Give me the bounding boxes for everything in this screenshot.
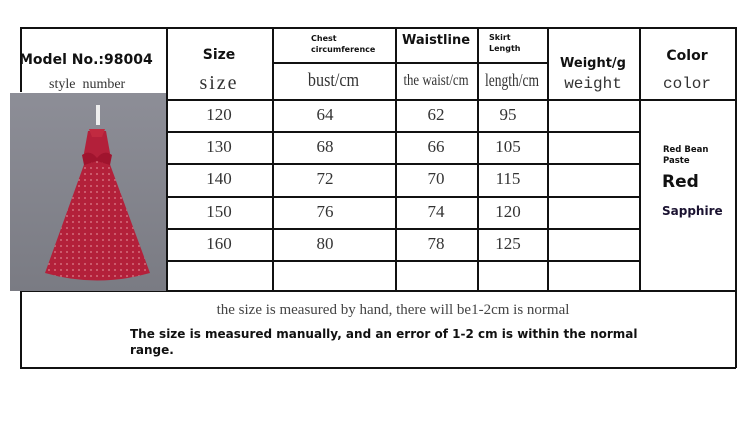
mannequin-icon xyxy=(96,105,100,125)
cell-chest: 76 xyxy=(316,202,334,221)
size-header: Size xyxy=(202,47,236,63)
cell-chest: 80 xyxy=(316,234,334,253)
table-border xyxy=(20,27,736,29)
row-divider xyxy=(166,99,736,101)
cell-skirt: 120 xyxy=(495,202,521,221)
note-line-2: The size is measured manually, and an er… xyxy=(130,327,638,357)
table-border xyxy=(20,290,22,368)
cell-waist: 78 xyxy=(427,234,445,253)
size-sub: size xyxy=(199,72,239,94)
weight-sub: weight xyxy=(564,75,622,93)
col-divider xyxy=(272,27,274,290)
row-divider xyxy=(166,131,639,133)
cell-waist: 66 xyxy=(427,137,445,156)
waist-header: Waistline xyxy=(401,33,471,48)
waist-sub: the waist/cm xyxy=(403,72,469,89)
row-divider xyxy=(166,163,639,165)
color-option: Red Bean Paste xyxy=(663,145,709,166)
col-divider xyxy=(166,27,168,290)
row-divider xyxy=(166,228,639,230)
cell-size: 150 xyxy=(206,202,232,221)
row-divider xyxy=(166,260,639,262)
cell-waist: 70 xyxy=(427,169,445,188)
cell-waist: 62 xyxy=(427,105,445,124)
col-divider xyxy=(395,27,397,290)
col-divider xyxy=(639,27,641,290)
dress-photo xyxy=(10,93,166,291)
row-divider xyxy=(166,196,639,198)
table-border xyxy=(20,367,736,369)
cell-size: 130 xyxy=(206,137,232,156)
table-border xyxy=(735,27,737,368)
style-number-label: style number xyxy=(49,77,126,92)
cell-skirt: 125 xyxy=(495,234,521,253)
row-divider xyxy=(20,290,736,292)
color-option: Sapphire xyxy=(662,204,723,218)
cell-waist: 74 xyxy=(427,202,445,221)
col-divider xyxy=(547,27,549,290)
chest-sub: bust/cm xyxy=(307,70,360,91)
cell-size: 140 xyxy=(206,169,232,188)
cell-chest: 64 xyxy=(316,105,334,124)
cell-skirt: 115 xyxy=(495,169,521,188)
row-divider xyxy=(272,62,547,64)
color-header: Color xyxy=(666,48,708,64)
color-sub: color xyxy=(662,75,711,93)
skirt-sub: length/cm xyxy=(485,70,539,90)
col-divider xyxy=(477,27,479,290)
color-option: Red xyxy=(662,172,699,192)
chest-header: Chest circumference xyxy=(311,34,376,54)
bow-icon xyxy=(82,152,112,165)
cell-size: 160 xyxy=(206,234,232,253)
cell-skirt: 95 xyxy=(499,105,517,124)
cell-chest: 68 xyxy=(316,137,334,156)
note-line-1: the size is measured by hand, there will… xyxy=(216,302,570,318)
model-number: Model No.:98004 xyxy=(19,52,153,68)
cell-size: 120 xyxy=(206,105,232,124)
skirt-header: Skirt Length xyxy=(489,33,521,53)
cell-chest: 72 xyxy=(316,169,334,188)
table-border xyxy=(20,27,22,92)
weight-header: Weight/g xyxy=(560,56,626,71)
cell-skirt: 105 xyxy=(495,137,521,156)
